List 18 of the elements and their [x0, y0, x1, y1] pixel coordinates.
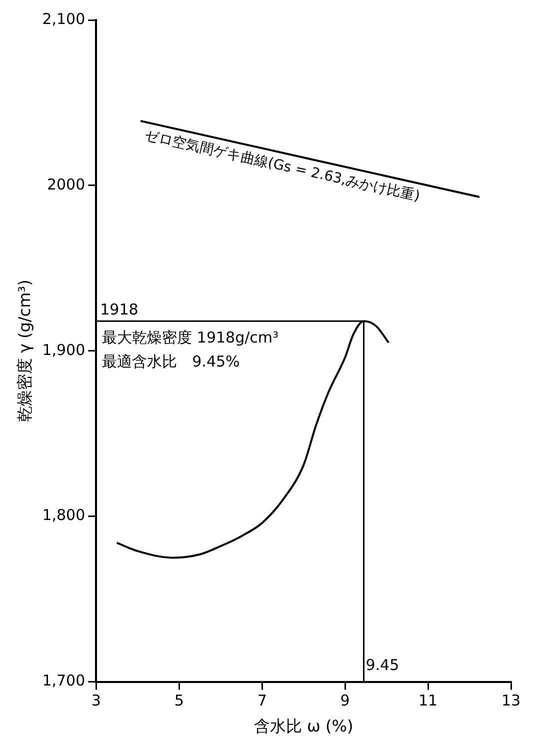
- y-axis-title: 乾燥密度 γ (g/cm³): [14, 280, 34, 422]
- y-tick-label: 2000: [46, 175, 86, 194]
- annotation: 最適含水比 9.45%: [102, 352, 240, 371]
- x-tick-label: 9: [340, 692, 350, 710]
- text: ゼロ空気間ゲキ曲線(Gs = 2.63,みかけ比重): [143, 128, 422, 205]
- y-tick-label: 2,100: [42, 10, 86, 28]
- annotation: 最大乾燥密度 1918g/cm³: [102, 328, 279, 347]
- y-tick-label: 1,700: [42, 672, 86, 690]
- x-tick-label: 5: [174, 692, 184, 710]
- ref-line-label: 9.45: [366, 656, 400, 674]
- ref-line-label: 1918: [100, 300, 138, 319]
- x-tick-label: 11: [418, 692, 438, 710]
- x-tick-label: 7: [257, 692, 267, 710]
- x-tick-label: 3: [91, 692, 101, 710]
- y-tick-label: 1,800: [42, 506, 86, 524]
- y-tick-label: 1,900: [42, 340, 86, 359]
- x-axis-title: 含水比 ω (%): [254, 716, 354, 736]
- x-tick-label: 13: [501, 692, 521, 710]
